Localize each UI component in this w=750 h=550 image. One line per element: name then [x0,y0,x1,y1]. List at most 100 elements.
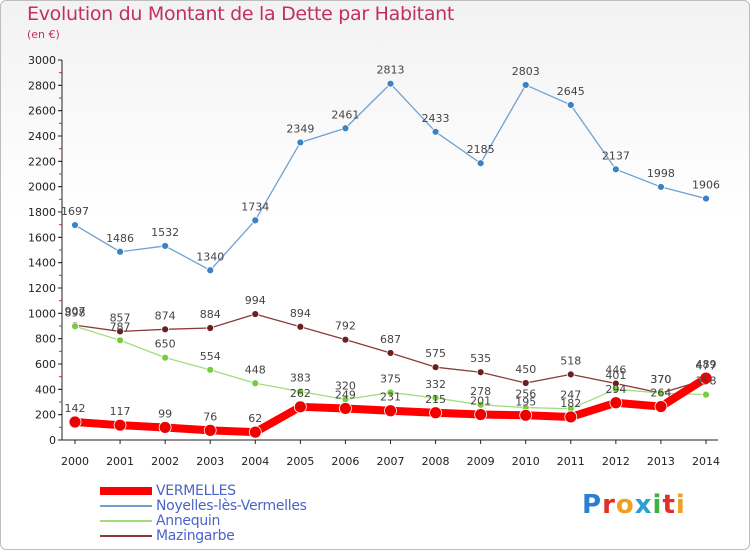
data-point [519,408,533,422]
legend-label: Annequin [156,513,221,529]
x-tick-label: 2001 [106,455,134,468]
chart-subtitle: (en €) [27,28,60,41]
legend-label: Noyelles-lès-Vermelles [156,498,307,514]
y-tick-label: 2800 [28,79,56,92]
data-point [609,396,623,410]
data-point [339,402,352,415]
data-label: 99 [158,407,172,420]
data-point [203,423,217,437]
data-label: 370 [650,373,671,386]
data-label: 575 [425,347,446,360]
data-label: 787 [110,320,131,333]
data-label: 894 [290,307,311,320]
y-tick-label: 1400 [28,257,56,270]
x-tick-label: 2000 [61,455,89,468]
data-label: 262 [290,387,311,400]
data-point [251,310,260,318]
data-point [296,387,305,396]
data-label: 518 [560,354,581,367]
data-label: 448 [245,363,266,376]
data-point [699,371,713,385]
data-label: 884 [200,308,221,321]
data-label: 2461 [331,108,359,121]
series-line [74,83,707,271]
y-tick-label: 1000 [28,307,56,320]
data-point [611,385,620,394]
x-tick-label: 2006 [331,455,359,468]
data-point [611,165,620,174]
data-point [161,242,170,250]
data-label: 2349 [286,122,314,135]
data-label: 1906 [692,179,720,192]
data-label: 477 [696,360,717,373]
data-label: 554 [200,350,221,363]
data-label: 1532 [151,226,179,239]
x-tick-label: 2014 [692,455,720,468]
legend-swatch [100,520,152,522]
data-label: 370 [650,373,671,386]
data-point [566,370,575,379]
data-point [384,404,397,418]
data-label: 375 [380,373,401,386]
data-label: 215 [425,393,446,406]
data-point [476,368,485,377]
data-point [341,335,350,344]
data-label: 182 [560,397,581,410]
data-point [248,425,262,439]
data-label: 1340 [196,250,224,263]
data-label: 195 [515,395,536,408]
proxiti-logo: Proxiti [582,490,686,520]
data-point [386,349,395,357]
data-point [474,408,488,421]
data-point [476,159,485,168]
data-label: 535 [470,352,491,365]
data-point [206,266,215,275]
data-label: 2185 [467,143,495,156]
data-label: 142 [65,402,86,415]
legend-label: VERMELLES [156,483,236,499]
data-label: 450 [515,363,536,376]
data-label: 2433 [422,112,450,125]
y-tick-label: 200 [35,409,56,422]
data-point [702,194,710,203]
data-label: 1486 [106,232,134,245]
data-label: 857 [110,311,131,324]
data-label: 446 [605,364,626,377]
data-label: 278 [470,385,491,398]
legend-swatch [100,487,152,495]
data-label: 994 [245,294,266,307]
chart-title: Evolution du Montant de la Dette par Hab… [27,3,455,25]
data-point [296,322,305,331]
data-point [251,379,260,388]
y-tick-label: 0 [49,434,56,447]
data-label: 907 [65,305,86,318]
data-point [429,406,442,420]
y-tick-label: 1200 [28,282,56,295]
x-tick-label: 2007 [377,455,405,468]
data-point [431,363,440,372]
y-tick-label: 1800 [28,206,56,219]
data-label: 401 [605,369,626,382]
y-tick-label: 2000 [28,181,56,194]
data-point [113,418,127,432]
data-point [566,101,575,109]
legend-label: Mazingarbe [156,528,235,544]
data-point [293,400,307,414]
data-point [521,81,530,89]
data-label: 2803 [512,65,540,78]
data-point [657,183,665,191]
data-label: 294 [605,383,626,396]
data-point [702,390,710,399]
data-point [654,400,668,413]
legend-swatch [100,505,152,507]
data-label: 117 [110,405,131,418]
data-label: 1734 [241,200,269,213]
data-point [657,389,665,398]
data-label: 687 [380,333,401,346]
x-tick-label: 2011 [557,455,585,468]
data-label: 1697 [61,205,89,218]
data-point [431,394,440,402]
data-point [161,353,170,362]
